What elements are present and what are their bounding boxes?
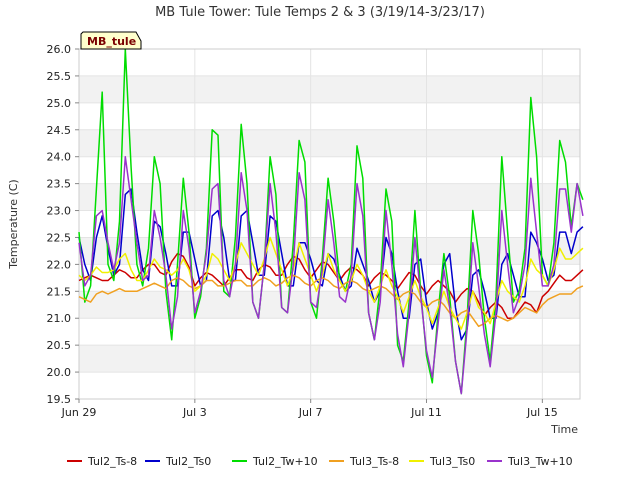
legend-item: Tul3_Ts-8 bbox=[329, 455, 399, 468]
y-tick-label: 26.0 bbox=[47, 43, 72, 56]
x-tick-label: Jul 15 bbox=[526, 406, 558, 419]
x-axis-label: Time bbox=[550, 423, 578, 436]
y-tick-label: 25.5 bbox=[47, 70, 72, 83]
y-tick-label: 25.0 bbox=[47, 97, 72, 110]
site-badge-box bbox=[80, 31, 142, 50]
series-line-tul2-ts-8 bbox=[78, 252, 584, 319]
y-tick-label: 22.5 bbox=[47, 231, 72, 244]
y-tick-label: 23.0 bbox=[47, 205, 72, 218]
y-tick-label: 19.5 bbox=[47, 393, 72, 406]
legend-item: Tul3_Ts0 bbox=[409, 455, 475, 468]
series-line-tul2-tw-10 bbox=[78, 48, 584, 395]
legend-label: Tul2_Ts0 bbox=[165, 455, 211, 468]
series-layer bbox=[78, 48, 584, 395]
site-badge: MB_tule bbox=[80, 31, 142, 50]
legend-item: Tul3_Tw+10 bbox=[487, 455, 573, 468]
legend-item: Tul2_Ts0 bbox=[145, 455, 211, 468]
series-line-tul3-ts-8 bbox=[78, 274, 584, 328]
y-axis-label: Temperature (C) bbox=[7, 179, 20, 269]
plot-band bbox=[79, 345, 580, 373]
series-line-tul3-ts0 bbox=[78, 236, 584, 330]
chart-title: MB Tule Tower: Tule Temps 2 & 3 (3/19/14… bbox=[155, 5, 485, 20]
plot-area bbox=[78, 48, 581, 400]
y-tick-label: 24.0 bbox=[47, 151, 72, 164]
plot-band bbox=[79, 75, 580, 103]
site-badge-label: MB_tule bbox=[87, 35, 136, 48]
x-tick-label: Jul 3 bbox=[182, 406, 207, 419]
legend-label: Tul2_Ts-8 bbox=[87, 455, 137, 468]
x-tick-label: Jul 7 bbox=[298, 406, 323, 419]
plot-band bbox=[79, 129, 580, 157]
legend-item: Tul2_Ts-8 bbox=[67, 455, 137, 468]
y-tick-label: 21.0 bbox=[47, 312, 72, 325]
legend-label: Tul3_Ts-8 bbox=[349, 455, 399, 468]
x-tick-label: Jul 11 bbox=[410, 406, 442, 419]
y-tick-label: 20.0 bbox=[47, 366, 72, 379]
legend-label: Tul2_Tw+10 bbox=[252, 455, 318, 468]
series-line-tul3-tw-10 bbox=[78, 155, 584, 395]
y-axis: 19.5 20.0 20.5 21.0 21.5 22.0 22.5 23.0 23.5 24.0… bbox=[47, 43, 79, 406]
legend-label: Tul3_Tw+10 bbox=[507, 455, 573, 468]
y-tick-label: 22.0 bbox=[47, 258, 72, 271]
x-tick-label: Jun 29 bbox=[61, 406, 97, 419]
y-tick-label: 20.5 bbox=[47, 339, 72, 352]
x-axis: Jun 29 Jul 3 Jul 7 Jul 11 Jul 15 bbox=[61, 399, 558, 419]
legend-item: Tul2_Tw+10 bbox=[232, 455, 318, 468]
y-tick-label: 24.5 bbox=[47, 124, 72, 137]
legend: Tul2_Ts-8 Tul2_Ts0 Tul2_Tw+10 Tul3_Ts-8 Tul3… bbox=[67, 455, 573, 468]
y-tick-label: 23.5 bbox=[47, 178, 72, 191]
legend-label: Tul3_Ts0 bbox=[429, 455, 475, 468]
y-tick-label: 21.5 bbox=[47, 285, 72, 298]
